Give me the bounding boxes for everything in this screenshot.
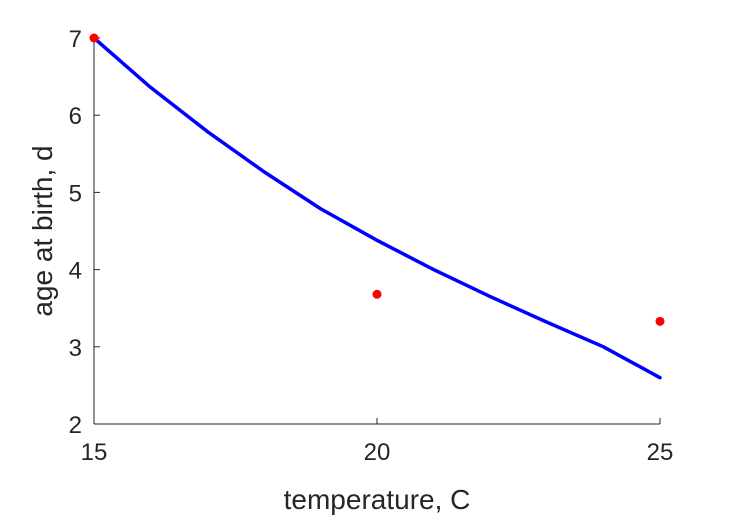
y-tick-label-4: 6 — [69, 103, 82, 130]
y-axis-label: age at birth, d — [27, 145, 58, 316]
plot-area — [89, 33, 665, 380]
y-tick-label-0: 2 — [69, 412, 82, 439]
axes — [93, 38, 660, 425]
x-tick-label-0: 15 — [81, 439, 108, 466]
y-ticks: 2 3 4 5 6 7 — [69, 26, 100, 439]
x-axis-label: temperature, C — [284, 484, 471, 515]
data-point-2 — [655, 316, 665, 326]
x-tick-label-2: 25 — [647, 439, 674, 466]
y-tick-label-5: 7 — [69, 26, 82, 53]
x-tick-label-1: 20 — [364, 439, 391, 466]
y-tick-label-2: 4 — [69, 258, 82, 285]
data-point-0 — [89, 33, 99, 43]
data-point-1 — [372, 289, 382, 299]
y-tick-label-1: 3 — [69, 335, 82, 362]
x-ticks: 15 20 25 — [81, 418, 674, 466]
model-line — [92, 36, 662, 380]
y-tick-label-3: 5 — [69, 180, 82, 207]
